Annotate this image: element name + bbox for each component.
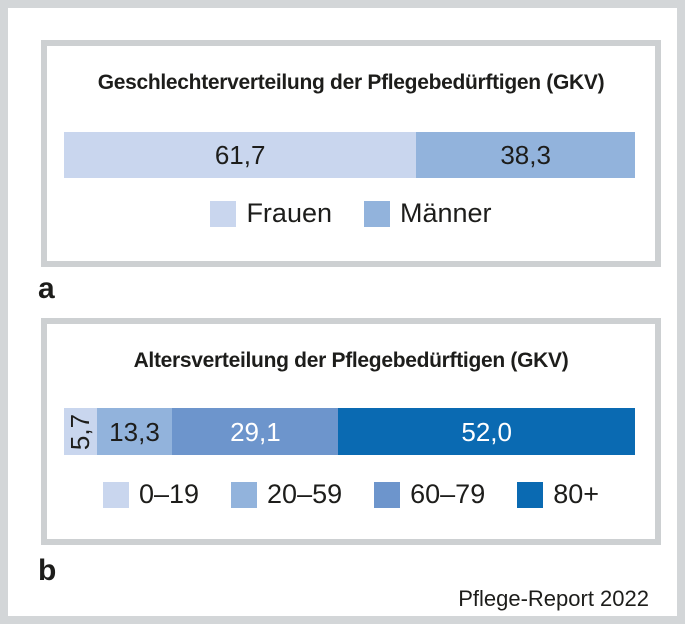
bar-segment-value: 38,3	[500, 140, 551, 170]
legend-swatch-icon	[102, 481, 129, 508]
legend-item: 0–19	[102, 479, 200, 509]
legend-swatch-icon	[517, 481, 544, 508]
panel-label-a: a	[38, 272, 55, 305]
age-stacked-bar: 5,7 13,3 29,1 52,0	[64, 408, 635, 455]
legend-item: 20–59	[231, 481, 342, 508]
legend-label: 60–79	[410, 479, 486, 509]
legend-label: 80+	[553, 479, 600, 509]
legend-swatch-icon	[231, 481, 258, 508]
legend-item: Männer	[364, 200, 492, 227]
legend-label: 0–19	[138, 479, 200, 509]
legend-label: Frauen	[246, 198, 332, 228]
bar-segment: 38,3	[416, 132, 635, 178]
legend-item: Frauen	[210, 200, 332, 227]
bar-segment-value: 61,7	[214, 140, 266, 170]
panel-label-b: b	[38, 554, 57, 587]
age-chart-title: Altersverteilung der Pflegebedürftigen (…	[133, 349, 569, 372]
age-chart-panel: Altersverteilung der Pflegebedürftigen (…	[41, 318, 661, 545]
legend-label: Männer	[400, 198, 492, 228]
bar-segment-value: 13,3	[109, 416, 160, 447]
bar-segment: 29,1	[172, 408, 339, 455]
gender-stacked-bar: 61,7 38,3	[64, 132, 635, 178]
age-legend: 0–19 20–59 60–79 80+	[47, 481, 655, 508]
bar-segment: 13,3	[96, 408, 173, 455]
gender-chart-panel: Geschlechterverteilung der Pflegebedürft…	[41, 40, 661, 267]
bar-segment-value: 5,7	[65, 413, 96, 450]
gender-chart-title: Geschlechterverteilung der Pflegebedürft…	[97, 71, 605, 94]
legend-swatch-icon	[210, 200, 237, 227]
source-label: Pflege-Report 2022	[458, 586, 649, 611]
bar-segment-value: 29,1	[230, 416, 281, 447]
legend-swatch-icon	[374, 481, 401, 508]
bar-segment: 5,7	[64, 408, 97, 455]
legend-item: 80+	[517, 481, 599, 508]
bar-segment: 61,7	[64, 132, 417, 178]
legend-swatch-icon	[364, 200, 390, 227]
legend-item: 60–79	[374, 481, 485, 508]
bar-segment: 52,0	[338, 408, 635, 455]
legend-label: 20–59	[267, 479, 343, 509]
bar-segment-value: 52,0	[461, 416, 512, 447]
gender-legend: Frauen Männer	[47, 200, 655, 227]
